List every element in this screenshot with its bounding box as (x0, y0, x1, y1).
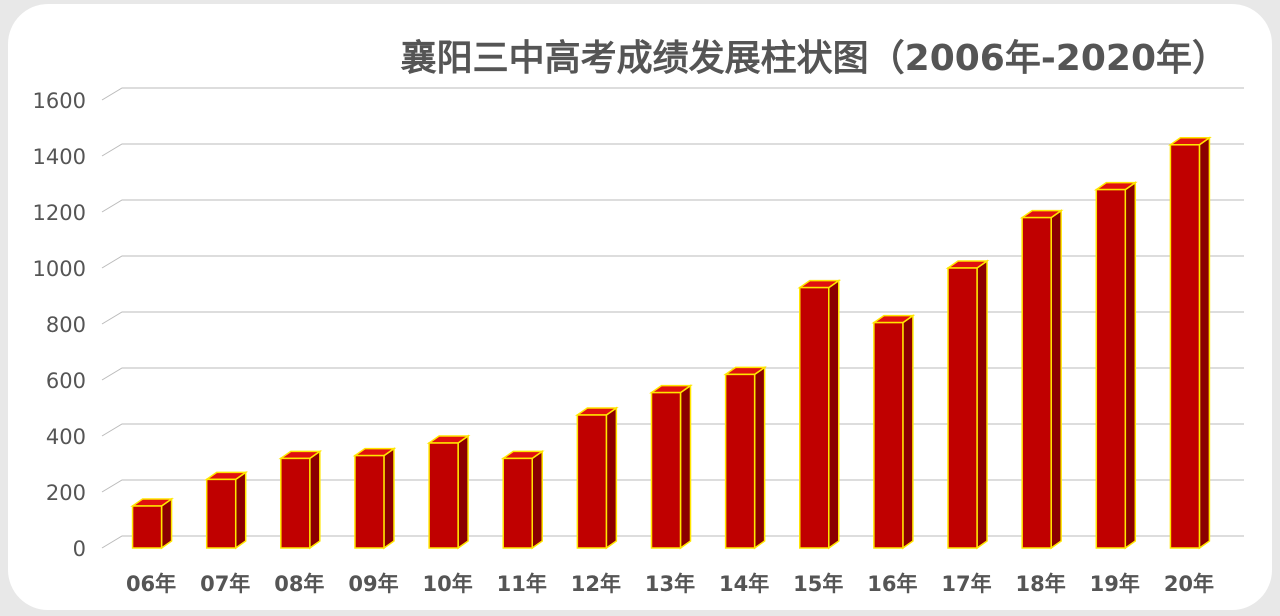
y-tick-label: 200 (46, 481, 86, 505)
bar-side (679, 384, 692, 550)
bar-side (902, 314, 914, 550)
grid-line (101, 199, 1244, 213)
x-tick-label: 08年 (274, 572, 324, 596)
bar (1095, 188, 1127, 549)
x-tick-label: 14年 (719, 572, 769, 596)
x-tick-label: 11年 (497, 572, 547, 596)
y-tick-label: 800 (46, 313, 86, 337)
x-tick-label: 17年 (941, 572, 991, 596)
grid-line (101, 87, 1244, 101)
bar (354, 454, 385, 549)
x-tick-label: 20年 (1164, 572, 1214, 596)
y-tick-label: 1000 (33, 257, 86, 281)
bar (428, 442, 459, 549)
bar-side (531, 449, 543, 550)
x-tick-label: 06年 (126, 572, 176, 596)
bar-side (753, 365, 766, 550)
grid-line (101, 255, 1244, 269)
y-tick-label: 1200 (33, 201, 86, 225)
bar-side (1198, 136, 1211, 550)
bar (724, 373, 756, 549)
bar (502, 457, 533, 549)
x-tick-label: 16年 (867, 572, 917, 596)
chart-title: 襄阳三中高考成绩发展柱状图（2006年-2020年） (401, 38, 1228, 79)
x-tick-label: 15年 (793, 572, 843, 596)
x-tick-label: 19年 (1090, 572, 1140, 596)
bar-side (457, 434, 469, 550)
x-tick-label: 18年 (1016, 572, 1066, 596)
bar (1021, 216, 1052, 549)
y-tick-label: 0 (73, 537, 86, 561)
grid-line (101, 143, 1244, 157)
grid-line (101, 535, 1244, 549)
y-tick-label: 400 (46, 425, 86, 449)
y-tick-label: 1600 (33, 89, 86, 113)
bar-side (976, 259, 988, 550)
y-tick-label: 1400 (33, 145, 86, 169)
bar-side (1050, 209, 1062, 550)
y-tick-label: 600 (46, 369, 86, 393)
bar-side (160, 497, 173, 550)
x-tick-label: 07年 (200, 572, 250, 596)
bar-side (605, 406, 618, 550)
grid-line (101, 367, 1244, 381)
x-tick-label: 09年 (348, 572, 398, 596)
bar-side (828, 279, 840, 550)
grid-line (101, 423, 1244, 437)
x-tick-label: 10年 (422, 572, 472, 596)
bar-side (383, 447, 395, 550)
bar-side (234, 470, 247, 550)
bar-side (1124, 181, 1137, 550)
bar-side (309, 449, 321, 550)
panel (8, 4, 1272, 610)
bar (873, 321, 904, 549)
x-tick-label: 13年 (645, 572, 695, 596)
grid-line (101, 479, 1244, 493)
bar (280, 457, 311, 549)
bar (650, 391, 682, 549)
grid-line (101, 311, 1244, 325)
bar (947, 267, 978, 549)
bar (576, 414, 608, 549)
bar (799, 286, 830, 549)
bar (131, 505, 163, 549)
x-tick-label: 12年 (571, 572, 621, 596)
bar (1169, 144, 1201, 549)
bar (205, 478, 237, 549)
